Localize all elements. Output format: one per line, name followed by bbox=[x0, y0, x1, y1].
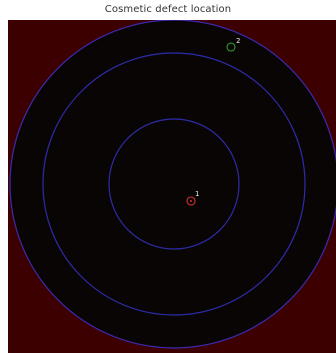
defect-marker-1[interactable]: 1 bbox=[186, 190, 199, 206]
panel-title: Cosmetic defect location bbox=[104, 4, 232, 15]
defect-1-center-dot bbox=[190, 200, 192, 202]
defect-map[interactable]: 1 2 bbox=[8, 20, 336, 353]
defect-1-label: 1 bbox=[195, 190, 199, 198]
middle-ring bbox=[42, 52, 306, 316]
inner-ring bbox=[108, 118, 240, 250]
defect-2-outer-ring bbox=[226, 42, 236, 52]
defect-1-outer-ring bbox=[186, 196, 196, 206]
defect-marker-2[interactable]: 2 bbox=[226, 37, 240, 52]
outer-disc bbox=[9, 20, 336, 349]
defect-2-label: 2 bbox=[236, 37, 240, 45]
